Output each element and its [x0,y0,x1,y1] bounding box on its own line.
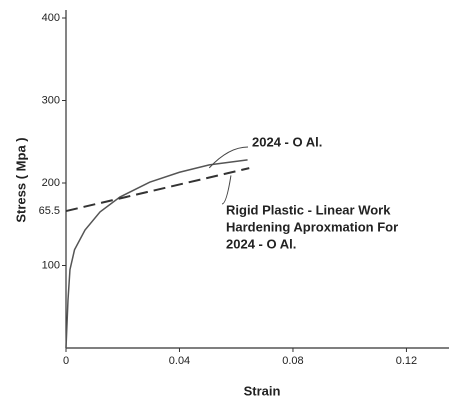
y-tick-label: 400 [42,12,60,24]
annotation: 65.5 [39,205,60,217]
callout-text: 2024 - O Al. [252,134,322,149]
x-tick-label: 0.04 [169,355,190,367]
x-axis-label: Strain [244,383,281,398]
callout-text: 2024 - O Al. [226,236,296,251]
x-tick-label: 0 [63,355,69,367]
y-tick-label: 300 [42,94,60,106]
series-line [65,159,248,349]
callout-text: Rigid Plastic - Linear Work [226,202,391,217]
callout-text: Hardening Aproxmation For [226,219,398,234]
series-line [65,167,250,213]
x-tick-label: 0.08 [282,355,303,367]
callout-leader [208,146,249,169]
y-axis-label: Stress ( Mpa ) [13,137,28,222]
y-tick-label: 200 [42,177,60,189]
x-tick-label: 0.12 [396,355,417,367]
callout-leader [221,175,232,205]
y-tick-label: 100 [42,259,60,271]
